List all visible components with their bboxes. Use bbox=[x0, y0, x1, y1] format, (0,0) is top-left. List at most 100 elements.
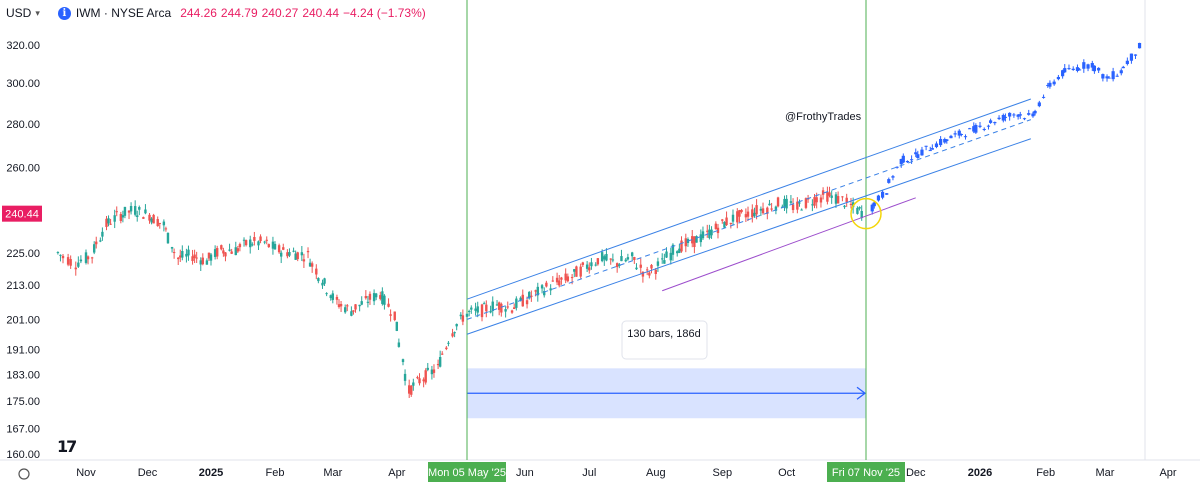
candle-body bbox=[549, 288, 552, 291]
candle-body bbox=[253, 237, 256, 241]
candle-body bbox=[346, 305, 349, 307]
candle-body bbox=[286, 252, 289, 257]
candle-body bbox=[461, 315, 465, 322]
candle-body bbox=[716, 227, 720, 234]
projection-bar-body bbox=[1115, 75, 1119, 77]
candle-body bbox=[633, 257, 636, 260]
candle-body bbox=[162, 221, 166, 226]
candle-body bbox=[436, 363, 440, 366]
x-tick-label: Feb bbox=[1036, 467, 1055, 479]
candle-body bbox=[296, 252, 299, 260]
candle-body bbox=[201, 257, 205, 265]
candle-body bbox=[671, 244, 675, 255]
x-tick-label: Jun bbox=[516, 467, 534, 479]
projection-bar-body bbox=[914, 152, 918, 155]
y-tick-label: 175.00 bbox=[6, 396, 40, 408]
candle-body bbox=[485, 304, 488, 312]
x-tick-label: Apr bbox=[1159, 467, 1176, 479]
candle-body bbox=[626, 257, 630, 260]
candle-body bbox=[185, 253, 188, 257]
candle-body bbox=[317, 278, 320, 282]
projection-bar-body bbox=[1125, 60, 1129, 65]
candle-body bbox=[525, 300, 529, 305]
projection-bar-body bbox=[982, 128, 986, 130]
candle-body bbox=[430, 369, 434, 375]
candle-body bbox=[528, 292, 531, 299]
candle-body bbox=[279, 252, 283, 257]
projection-bar-body bbox=[1027, 113, 1031, 115]
projection-bar-body bbox=[949, 135, 953, 139]
candle-body bbox=[358, 304, 361, 307]
candle-body bbox=[482, 303, 486, 305]
candle-body bbox=[412, 382, 415, 386]
candle-body bbox=[699, 234, 703, 243]
currency-selector[interactable]: USD bbox=[6, 6, 32, 20]
x-tick-label: Mar bbox=[323, 467, 342, 479]
candle-body bbox=[791, 204, 795, 211]
candle-body bbox=[234, 247, 237, 256]
candle-body bbox=[770, 208, 773, 210]
candle-body bbox=[594, 264, 597, 266]
candle-body bbox=[306, 250, 310, 253]
projection-bar-body bbox=[1046, 84, 1050, 86]
x-tick-label: Feb bbox=[266, 467, 285, 479]
projection-bar-body bbox=[1082, 62, 1086, 69]
candle-body bbox=[648, 272, 651, 276]
projection-bar-body bbox=[899, 158, 903, 165]
candle-body bbox=[811, 204, 814, 206]
candle-body bbox=[710, 229, 713, 236]
candle-body bbox=[191, 256, 194, 261]
projection-bar-body bbox=[939, 138, 943, 146]
candle-body bbox=[343, 307, 347, 313]
candle-body bbox=[459, 314, 463, 317]
candle-body bbox=[512, 307, 516, 310]
candle-body bbox=[220, 245, 223, 250]
candle-body bbox=[395, 321, 399, 331]
candle-body bbox=[61, 255, 65, 259]
info-icon[interactable]: i bbox=[57, 6, 71, 20]
candle-body bbox=[339, 303, 343, 307]
projection-bar-body bbox=[920, 149, 924, 156]
candle-body bbox=[560, 277, 563, 280]
candle-body bbox=[845, 197, 848, 203]
candle-body bbox=[755, 205, 758, 215]
candle-body bbox=[372, 293, 376, 302]
candle-body bbox=[259, 236, 262, 242]
candle-body bbox=[635, 267, 638, 270]
trendline-channel-lower bbox=[466, 138, 1032, 335]
candle-body bbox=[641, 271, 645, 277]
candle-body bbox=[170, 247, 174, 249]
candle-body bbox=[843, 205, 846, 208]
candle-body bbox=[383, 295, 386, 305]
candle-body bbox=[570, 277, 574, 279]
x-marker-label: Mon 05 May '25 bbox=[428, 467, 506, 479]
candle-body bbox=[558, 280, 561, 286]
candle-body bbox=[609, 258, 612, 260]
projection-bar-body bbox=[1086, 64, 1090, 69]
chevron-down-icon[interactable]: ▾ bbox=[35, 7, 40, 18]
projection-bar-body bbox=[885, 193, 889, 195]
candle-body bbox=[329, 295, 332, 299]
candle-body bbox=[470, 307, 473, 310]
projection-bar-body bbox=[924, 145, 928, 147]
settings-gear-icon bbox=[18, 468, 30, 480]
candle-body bbox=[445, 347, 448, 350]
projection-bar-body bbox=[901, 155, 905, 163]
candle-body bbox=[665, 251, 668, 258]
candle-body bbox=[107, 218, 110, 224]
candle-body bbox=[618, 264, 621, 266]
candle-body bbox=[267, 244, 271, 248]
x-marker-label: Fri 07 Nov '25 bbox=[832, 467, 900, 479]
candle-body bbox=[600, 252, 604, 262]
projection-bar-body bbox=[1003, 116, 1008, 118]
candle-body bbox=[804, 198, 808, 208]
projection-bar-body bbox=[968, 128, 972, 130]
candle-body bbox=[115, 211, 118, 213]
candle-body bbox=[401, 359, 405, 363]
projection-bar-body bbox=[1137, 42, 1142, 49]
x-marker-badge bbox=[827, 462, 905, 482]
symbol-label[interactable]: IWM · NYSE Arca bbox=[75, 6, 172, 20]
candle-body bbox=[325, 293, 328, 295]
candle-body bbox=[819, 197, 823, 203]
